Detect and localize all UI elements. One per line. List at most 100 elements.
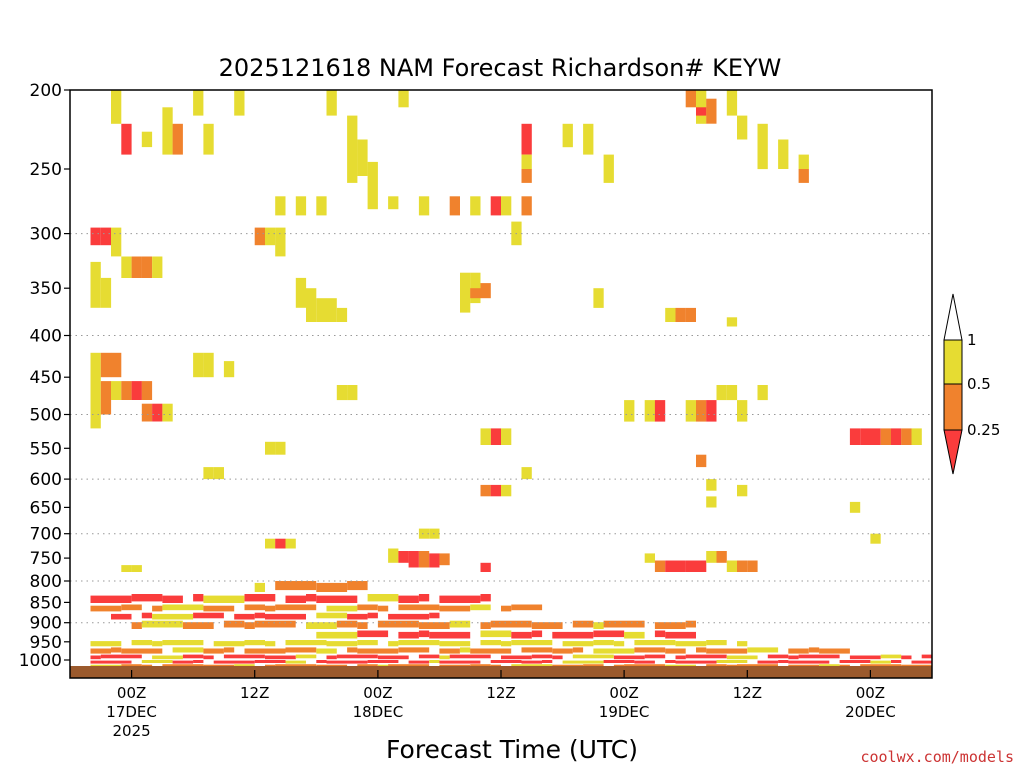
ri-band-cell <box>367 612 378 619</box>
ri-band-cell <box>388 641 399 647</box>
ri-cell <box>141 403 153 422</box>
ri-band-cell <box>182 622 214 629</box>
ri-band-cell <box>131 594 163 602</box>
ri-band-cell <box>152 641 163 647</box>
y-tick-label: 300 <box>30 225 62 245</box>
ri-cell <box>880 428 891 445</box>
y-tick-label: 450 <box>30 368 62 388</box>
ri-cell <box>521 196 532 216</box>
ri-band-cell <box>172 660 194 664</box>
ri-band-cell <box>203 605 235 612</box>
ri-band-cell <box>439 664 471 668</box>
ri-cell <box>726 90 738 116</box>
ri-cell <box>470 196 481 216</box>
ri-band-cell <box>90 605 122 612</box>
ri-band-cell <box>213 660 255 664</box>
ri-cell <box>696 90 707 124</box>
ri-band-cell <box>377 655 409 660</box>
ri-band-cell <box>306 594 317 602</box>
ri-cell <box>706 400 717 422</box>
ri-band-cell <box>285 640 327 646</box>
ri-cell <box>152 256 163 278</box>
ri-cell <box>111 90 122 124</box>
ri-cell <box>901 428 912 445</box>
ri-band-cell <box>634 640 676 646</box>
ri-band-cell <box>254 612 265 619</box>
ri-cell <box>347 115 358 183</box>
x-tick-label: 00Z <box>117 684 146 702</box>
ri-band-cell <box>100 654 142 659</box>
ri-band-cell <box>798 654 840 659</box>
ri-cell <box>490 428 501 445</box>
ri-band-cell <box>377 664 389 668</box>
ri-cell <box>685 560 696 572</box>
ri-band-cell <box>511 604 543 611</box>
ri-cell <box>141 381 153 400</box>
ri-band-cell <box>470 648 512 654</box>
ri-cell <box>90 227 101 246</box>
ri-cell <box>521 467 532 480</box>
y-tick-label: 500 <box>30 406 62 426</box>
ri-band-cell <box>562 660 604 664</box>
ri-cell <box>583 123 594 155</box>
ri-band-cell <box>316 631 358 639</box>
ri-band-cell <box>521 647 553 653</box>
ri-band-cell <box>542 660 553 663</box>
ri-band-cell <box>501 641 512 647</box>
ri-band-cell <box>613 664 625 668</box>
ri-band-cell <box>285 660 306 664</box>
ri-band-cell <box>326 605 358 612</box>
ri-cell <box>121 256 132 278</box>
ri-cell <box>675 560 686 572</box>
ri-cell <box>737 115 748 140</box>
x-tick-label: 12Z <box>733 684 762 702</box>
ri-band-cell <box>501 605 512 612</box>
ri-cell <box>696 400 707 422</box>
ri-cell <box>624 400 635 422</box>
ri-band-cell <box>654 622 686 629</box>
ri-band-cell <box>726 664 738 668</box>
ri-band-cell <box>819 648 850 654</box>
ri-cell <box>90 261 101 308</box>
y-tick-label: 750 <box>30 549 62 569</box>
ri-cell <box>521 154 532 170</box>
ri-band-cell <box>552 648 573 654</box>
ri-cell <box>275 538 286 549</box>
ri-band-cell <box>90 655 101 660</box>
ri-band-cell <box>665 631 696 639</box>
ri-band-cell <box>193 594 204 602</box>
ri-band-cell <box>839 660 871 663</box>
ri-band-cell <box>572 647 584 653</box>
ri-band-cell <box>367 594 399 602</box>
y-tick-label: 350 <box>30 279 62 299</box>
ri-band-cell <box>460 647 471 653</box>
ri-band-cell <box>480 622 491 629</box>
colorbar-top-triangle <box>943 293 963 341</box>
ri-band-cell <box>429 612 440 619</box>
ri-cell <box>490 196 501 216</box>
ri-band-cell <box>90 664 122 668</box>
ri-band-cell <box>490 664 501 668</box>
ri-band-cell <box>788 664 820 668</box>
ri-band-cell <box>234 613 255 620</box>
ri-cell <box>696 560 707 572</box>
ri-band-cell <box>347 613 368 620</box>
x-tick-label: 19DEC <box>599 703 650 721</box>
ri-band-cell <box>870 660 891 664</box>
ri-band-cell <box>347 647 358 653</box>
ri-cell <box>121 565 132 572</box>
colorbar-bottom-triangle <box>943 429 963 475</box>
ri-band-cell <box>501 655 532 660</box>
ri-band-cell <box>265 613 306 620</box>
ri-band-cell <box>172 647 204 653</box>
ri-cell <box>121 381 132 400</box>
ri-band-cell <box>121 648 163 654</box>
ri-cell <box>388 196 399 210</box>
ri-cell <box>490 484 501 497</box>
ri-band-cell <box>634 647 666 653</box>
ri-cell <box>347 385 358 401</box>
ri-cell <box>891 428 902 445</box>
ri-cell <box>870 533 881 544</box>
ri-cell <box>254 227 265 246</box>
ri-band-cell <box>131 640 153 646</box>
